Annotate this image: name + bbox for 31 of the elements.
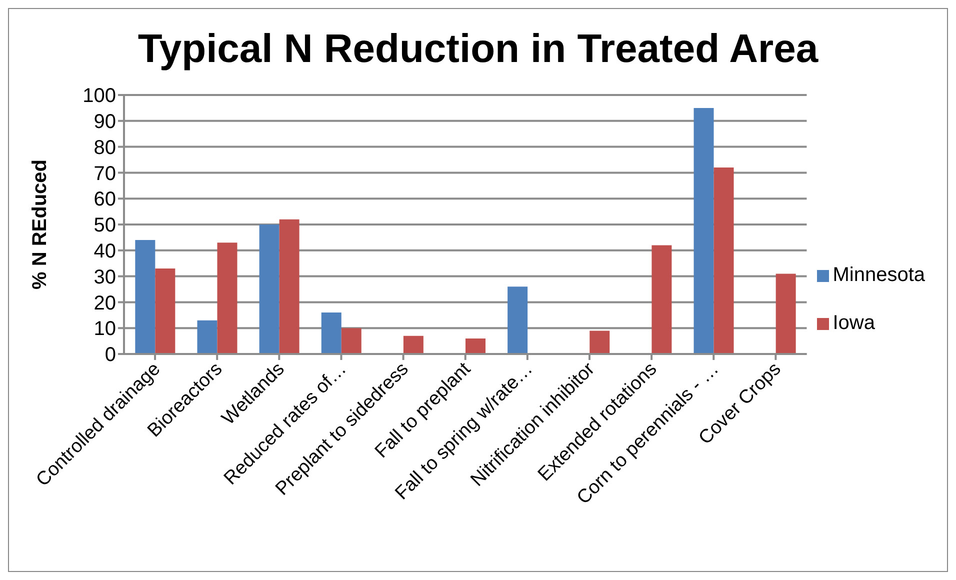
bar xyxy=(403,336,424,354)
bar xyxy=(197,320,218,354)
bar xyxy=(155,268,176,354)
y-tick-label: 60 xyxy=(94,188,116,211)
y-tick-label: 40 xyxy=(94,240,116,262)
bar xyxy=(714,168,734,354)
bar xyxy=(135,240,156,354)
legend-label: Minnesota xyxy=(832,264,925,286)
y-tick-label: 30 xyxy=(94,266,116,288)
y-tick-label: 90 xyxy=(94,111,116,133)
bar xyxy=(466,338,486,354)
bar xyxy=(259,224,280,354)
bar xyxy=(652,245,672,354)
chart-title: Typical N Reduction in Treated Area xyxy=(136,26,820,73)
y-tick-label: 20 xyxy=(94,292,116,314)
y-tick-label: 0 xyxy=(104,344,116,366)
bar xyxy=(776,274,796,354)
bar xyxy=(279,219,300,354)
y-tick-label: 70 xyxy=(94,162,116,185)
bar xyxy=(217,242,238,354)
y-tick-label: 100 xyxy=(82,85,116,108)
y-tick-label: 80 xyxy=(94,136,116,159)
bar xyxy=(694,108,714,354)
y-tick-label: 10 xyxy=(94,318,116,340)
bar xyxy=(341,328,362,354)
y-tick-label: 50 xyxy=(94,214,116,237)
bar xyxy=(590,330,610,354)
y-axis-title: % N REduced xyxy=(29,159,52,290)
bar xyxy=(321,312,342,354)
legend-label: Iowa xyxy=(832,312,875,334)
bar xyxy=(508,286,528,354)
